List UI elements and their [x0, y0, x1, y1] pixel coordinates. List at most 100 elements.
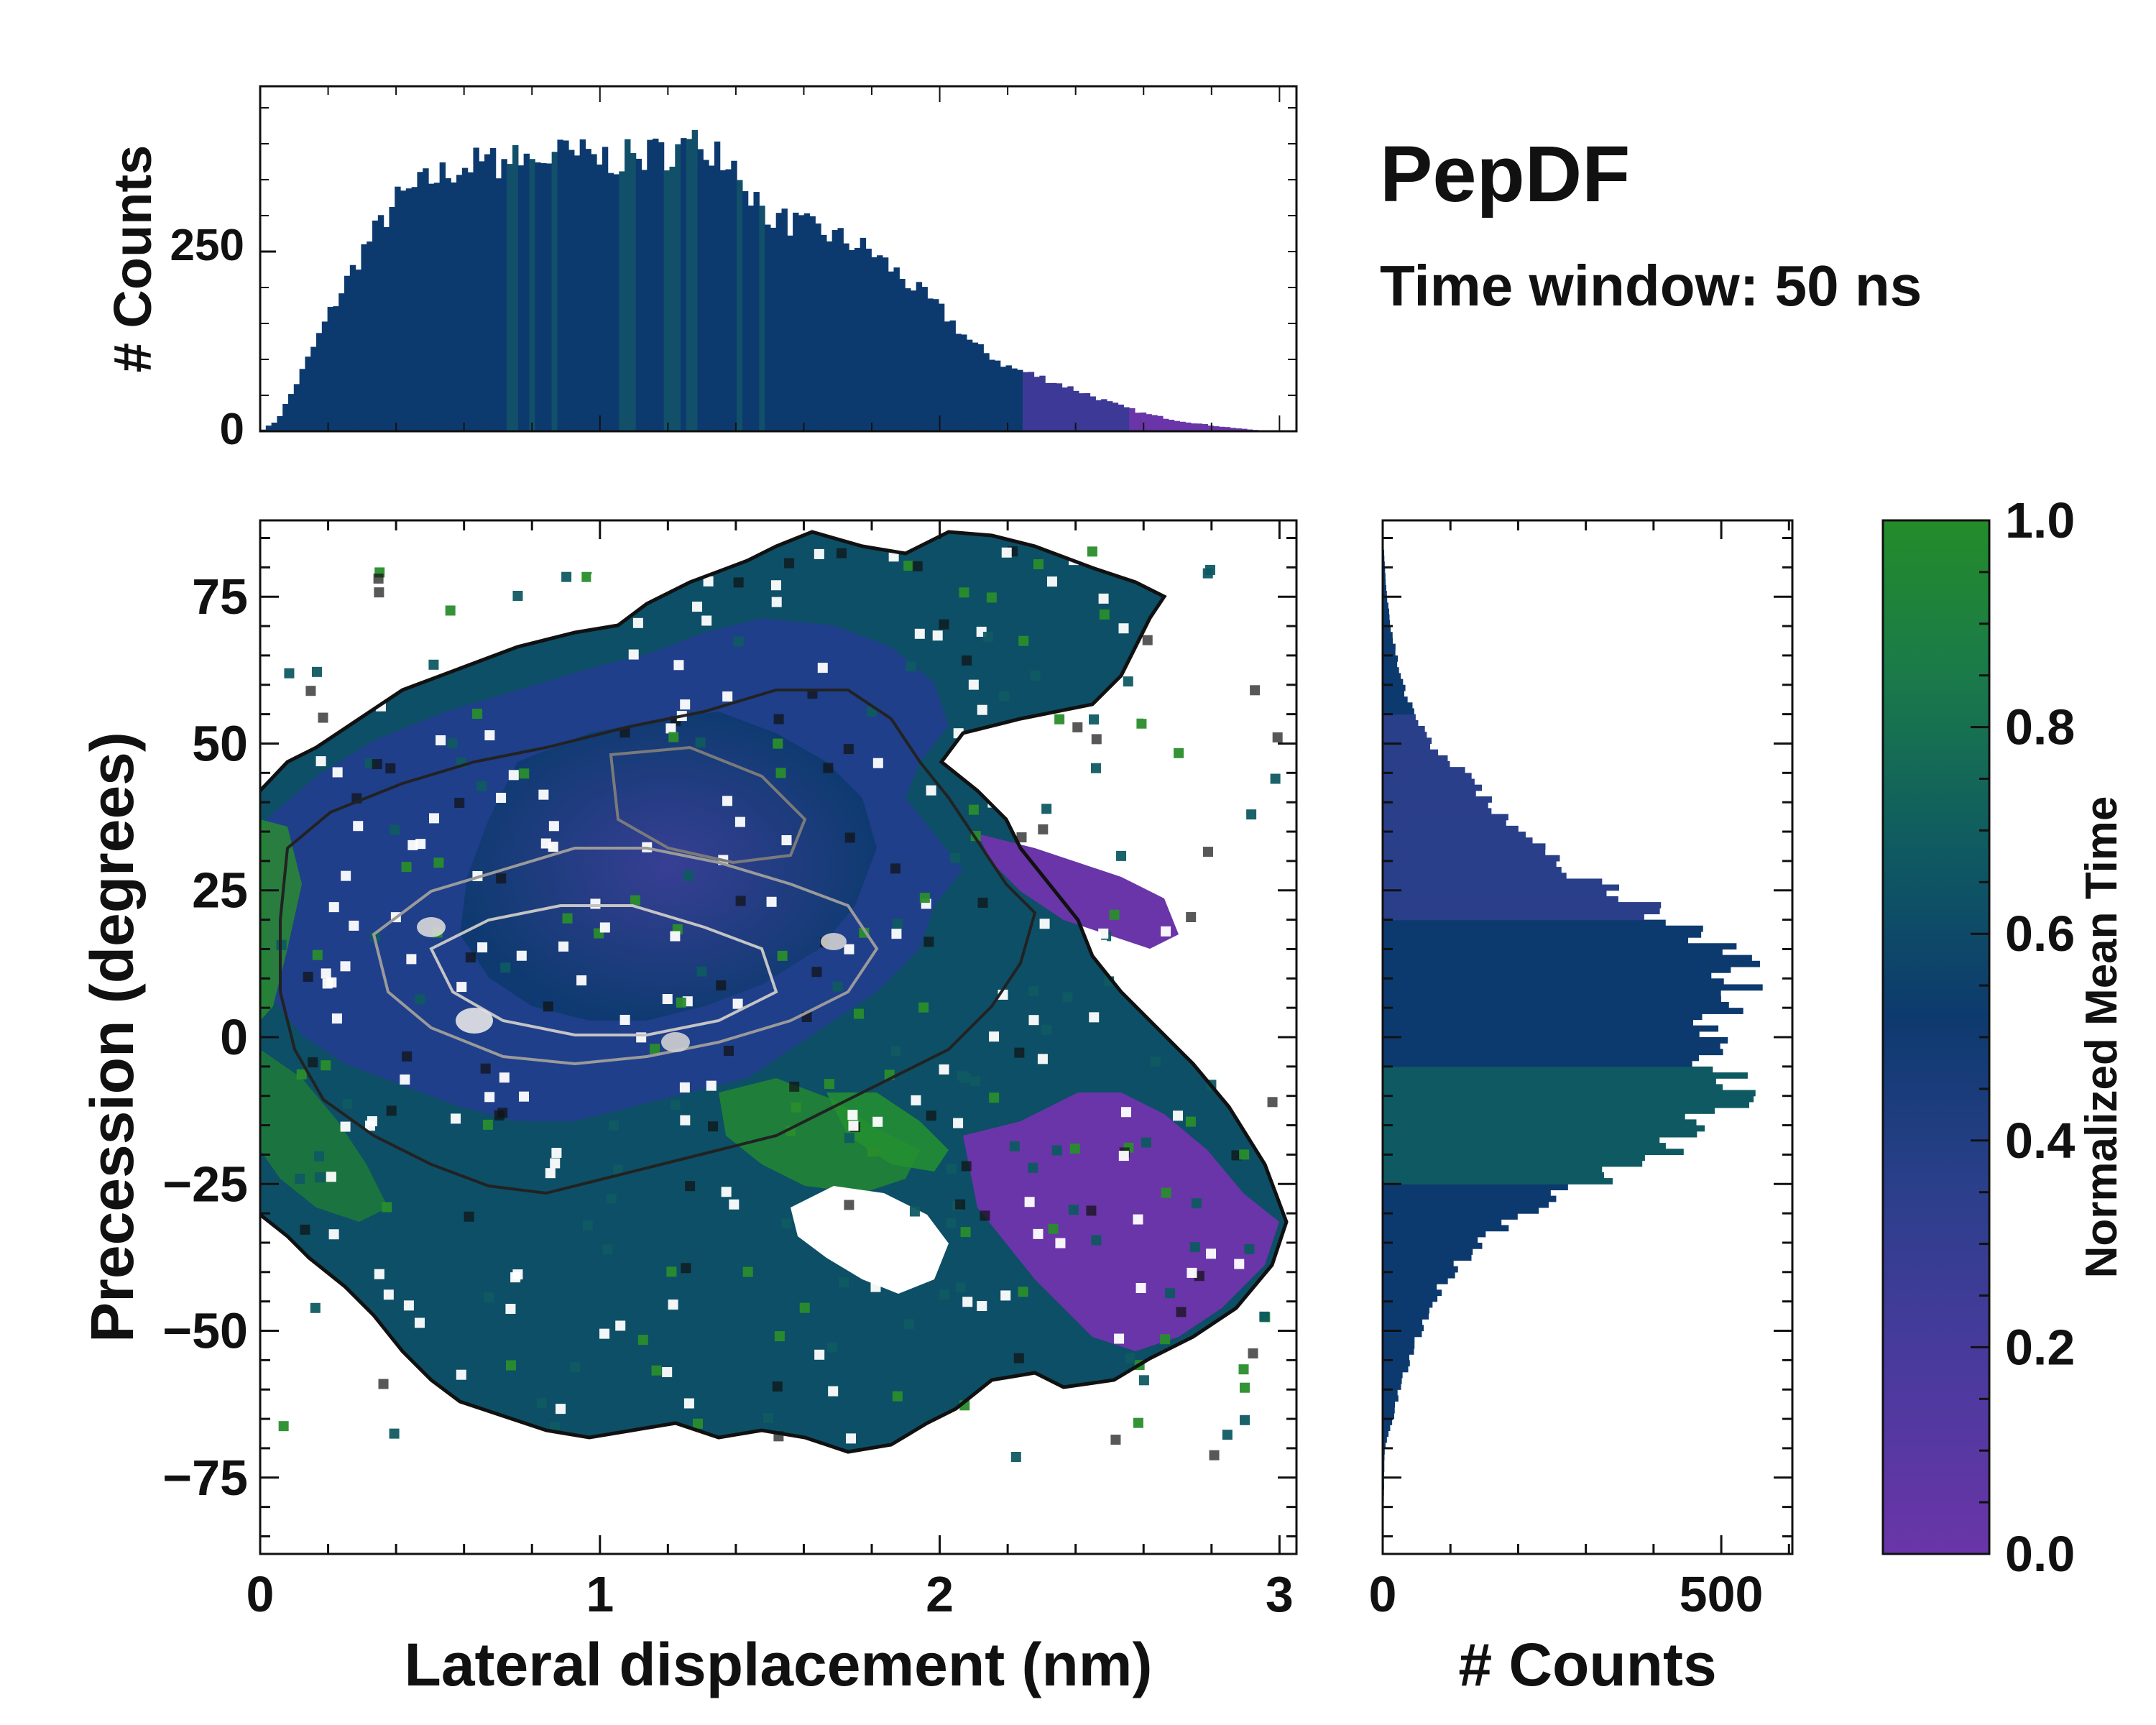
top-hist-bar: [944, 321, 951, 431]
right-hist-bar: [1383, 1084, 1723, 1091]
heatmap-speckle: [289, 603, 300, 614]
heatmap-ticks: [259, 520, 1296, 1554]
right-hist-bar: [1383, 1348, 1414, 1355]
right-hist-bar: [1383, 978, 1724, 985]
colorbar-tick-label: 0.4: [2005, 1113, 2075, 1169]
right-hist-bar: [1383, 808, 1492, 815]
heatmap-speckle: [773, 738, 783, 749]
top-hist-bar: [1011, 368, 1018, 431]
heatmap-speckle: [1123, 1441, 1134, 1452]
top-hist-bar: [299, 369, 306, 431]
right-hist-bar: [1383, 1336, 1415, 1343]
heatmap-speckle: [482, 1119, 493, 1130]
top-hist-bar: [1039, 375, 1046, 431]
top-hist-bar: [781, 208, 788, 431]
heatmap-speckle: [548, 821, 559, 832]
top-hist-bar: [344, 275, 351, 431]
top-hist-bar: [826, 241, 833, 431]
heatmap-xtick-label: 1: [586, 1566, 614, 1622]
heatmap-speckle: [543, 1001, 553, 1012]
heatmap-speckle: [328, 902, 339, 913]
right-hist-bar: [1383, 796, 1492, 803]
top-hist-bar: [877, 255, 883, 431]
heatmap-speckle: [576, 975, 587, 985]
heatmap-speckle: [1209, 1450, 1220, 1460]
right-hist-bar: [1383, 1225, 1509, 1232]
heatmap-speckle: [666, 1266, 677, 1277]
heatmap-speckle: [496, 873, 507, 884]
right-hist-bar: [1383, 1260, 1454, 1267]
heatmap-speckle: [668, 1300, 678, 1310]
heatmap-speckle: [472, 709, 483, 719]
right-hist-bar: [1383, 1301, 1433, 1308]
heatmap-speckle: [548, 841, 558, 852]
heatmap-speckle: [599, 1328, 610, 1339]
heatmap-speckle: [932, 630, 943, 641]
right-hist-bar: [1383, 743, 1431, 750]
heatmap-speckle: [428, 659, 439, 670]
top-hist-bar: [770, 227, 777, 431]
top-hist-bar: [1241, 428, 1248, 431]
right-hist-bar: [1383, 908, 1660, 915]
heatmap-speckle: [1206, 1248, 1217, 1259]
heatmap-speckle: [555, 1404, 566, 1414]
heatmap-speckle: [729, 1199, 740, 1210]
right-hist-bar: [1383, 661, 1398, 668]
contour-outer: [260, 530, 1289, 1454]
colorbar-tick-label: 0.2: [2005, 1319, 2075, 1375]
heatmap-speckle: [1110, 1435, 1121, 1445]
top-hist-bar: [445, 178, 451, 432]
top-hist-bar: [737, 180, 743, 432]
right-hist-bar: [1383, 1371, 1403, 1379]
heatmap-speckle: [1089, 1012, 1100, 1023]
heatmap-speckle: [1161, 926, 1171, 937]
right-hist-bar: [1383, 931, 1702, 938]
heatmap-speckle: [986, 592, 997, 603]
top-histogram-frame: [259, 85, 1298, 433]
top-hist-bar: [467, 172, 474, 432]
right-hist-bar: [1383, 919, 1666, 926]
heatmap-speckle: [773, 714, 784, 724]
heatmap-speckle: [1013, 1353, 1024, 1363]
heatmap-speckle: [918, 1002, 929, 1013]
right-hist-bar: [1383, 684, 1406, 691]
right-hist-bar: [1383, 1207, 1539, 1214]
right-hist-bar: [1383, 1201, 1549, 1208]
heatmap-speckle: [651, 1365, 662, 1376]
top-hist-bar: [405, 188, 413, 431]
heatmap-speckle: [328, 1229, 339, 1240]
heatmap-speckle: [811, 967, 822, 978]
right-hist-x-tick-labels: 0 500: [1369, 1566, 1764, 1622]
right-hist-xtick-label: 500: [1680, 1566, 1764, 1622]
heatmap-speckle: [278, 1421, 289, 1432]
heatmap-speckle: [847, 1110, 858, 1121]
heatmap-speckle: [451, 1113, 461, 1124]
heatmap-speckle: [1142, 635, 1153, 645]
top-hist-bar: [1061, 387, 1068, 431]
right-hist-bar: [1383, 855, 1560, 862]
colorbar-tick-label: 0.0: [2005, 1526, 2075, 1582]
top-hist-bar: [1112, 402, 1119, 431]
top-hist-bar: [423, 168, 429, 432]
heatmap-speckle: [1062, 992, 1073, 1003]
heatmap-speckle: [1090, 763, 1101, 773]
heatmap-speckle: [692, 602, 703, 612]
right-hist-bar: [1383, 1072, 1748, 1079]
heatmap-speckle: [662, 993, 673, 1004]
top-hist-bar: [579, 139, 586, 432]
heatmap-speckle: [721, 1187, 732, 1197]
top-hist-bar: [591, 154, 597, 431]
top-hist-bar: [1185, 422, 1192, 431]
top-hist-bar: [607, 172, 614, 432]
heatmap-speckle: [1133, 1417, 1143, 1428]
top-hist-bar: [860, 237, 867, 431]
top-hist-bar: [798, 215, 805, 431]
heatmap-speckle: [839, 1277, 849, 1288]
heatmap-speckle: [939, 1064, 949, 1075]
right-hist-bar: [1383, 584, 1386, 592]
heatmap-speckle: [1109, 909, 1120, 920]
heatmap-speckle: [1099, 609, 1110, 620]
top-hist-bar: [1028, 372, 1035, 431]
top-hist-bar: [439, 162, 446, 431]
top-hist-bar: [1179, 421, 1186, 431]
